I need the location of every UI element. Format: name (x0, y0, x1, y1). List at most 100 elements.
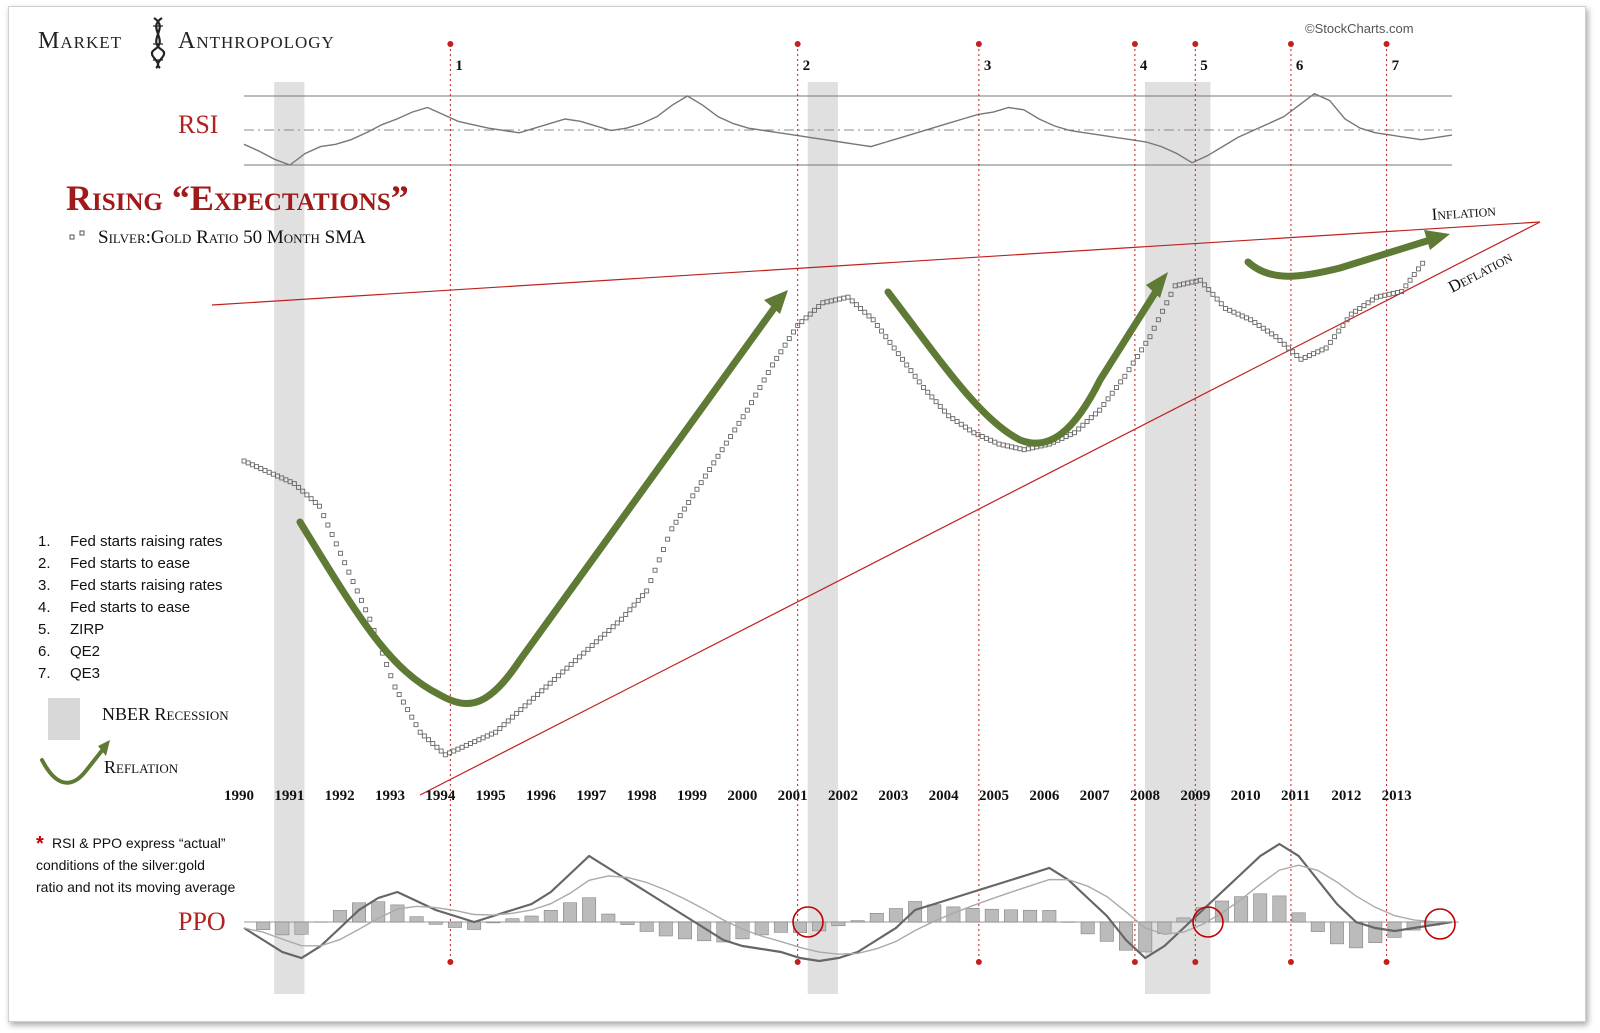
data-marker-220 (1164, 300, 1170, 306)
data-marker-250 (1290, 349, 1296, 355)
data-marker-237 (1235, 311, 1241, 317)
year-tick-2006: 2006 (1029, 788, 1060, 804)
ppo-bar-16 (543, 910, 558, 923)
data-marker-133 (799, 319, 805, 325)
year-tick-2010: 2010 (1231, 788, 1261, 804)
recession-bands (274, 82, 1211, 994)
year-tick-1995: 1995 (476, 788, 506, 804)
data-marker-214 (1139, 347, 1145, 353)
data-marker-171 (958, 421, 964, 427)
year-tick-2000: 2000 (727, 788, 757, 804)
chart-title: Rising “Expectations” (66, 178, 409, 218)
data-marker-46 (434, 744, 440, 750)
crossover-circle-1 (792, 906, 824, 938)
data-marker-231 (1210, 291, 1216, 297)
legend-text-6: QE2 (70, 643, 100, 660)
data-marker-71 (539, 688, 545, 694)
data-marker-277 (1403, 283, 1409, 289)
data-marker-151 (874, 322, 880, 328)
data-marker-243 (1260, 325, 1266, 331)
ppo-bar-20 (620, 921, 635, 925)
ppo-bar-44 (1080, 921, 1095, 935)
data-marker-55 (472, 739, 478, 745)
data-marker-78 (568, 661, 574, 667)
data-marker-80 (577, 654, 583, 660)
ppo-bar-28 (773, 921, 788, 933)
data-marker-184 (1013, 445, 1019, 451)
data-marker-79 (572, 658, 578, 664)
data-marker-127 (774, 355, 780, 361)
data-marker-59 (489, 731, 494, 737)
data-marker-45 (430, 741, 436, 746)
reflation-legend-arrowhead (98, 740, 110, 756)
reflation-arrow-2 (884, 281, 1164, 447)
data-marker-121 (749, 400, 754, 406)
data-marker-261 (1336, 328, 1342, 334)
ppo-bar-13 (486, 921, 501, 924)
data-marker-93 (631, 602, 637, 608)
ppo-crossover-circles (792, 906, 1456, 940)
data-marker-109 (698, 480, 704, 486)
data-marker-273 (1386, 291, 1392, 297)
data-marker-36 (392, 684, 398, 690)
data-marker-57 (480, 735, 486, 741)
data-marker-129 (782, 342, 788, 348)
data-marker-198 (1072, 430, 1077, 436)
data-marker-39 (405, 707, 411, 713)
event-lines: 1 2 3 4 5 6 7 (447, 41, 1400, 965)
ppo-bar-38 (965, 908, 980, 923)
data-marker-95 (640, 593, 645, 599)
data-marker-202 (1088, 415, 1094, 421)
data-marker-251 (1294, 353, 1300, 358)
event-dot-top-1 (447, 41, 454, 47)
data-marker-118 (736, 420, 742, 426)
data-marker-74 (551, 677, 557, 682)
ppo-signal-line (243, 864, 1453, 955)
data-marker-12 (291, 481, 297, 487)
year-axis: 1990 1991 1992 1993 1994 1995 1996 1997 1998 1999… (224, 788, 1412, 804)
data-marker-154 (887, 339, 893, 345)
data-marker-201 (1084, 419, 1090, 424)
data-marker-106 (686, 499, 692, 505)
data-marker-13 (296, 484, 301, 490)
year-tick-1996: 1996 (526, 788, 557, 804)
data-marker-262 (1340, 322, 1346, 328)
data-marker-124 (761, 377, 767, 383)
rsi-label: RSI (178, 110, 218, 139)
data-marker-14 (300, 488, 306, 494)
data-marker-172 (962, 424, 968, 430)
data-marker-179 (992, 439, 998, 445)
ppo-bar-27 (754, 921, 769, 936)
ppo-bar-46 (1119, 921, 1133, 951)
data-marker-228 (1197, 277, 1203, 283)
arrowhead-3 (1424, 230, 1450, 250)
year-tick-2004: 2004 (929, 788, 960, 804)
data-marker-73 (547, 680, 553, 686)
ppo-bar-52 (1234, 896, 1249, 923)
legend-num-7: 7. (38, 665, 51, 682)
legend-num-6: 6. (38, 643, 51, 660)
data-marker-259 (1327, 339, 1333, 345)
data-marker-29 (363, 607, 369, 613)
data-marker-182 (1004, 443, 1010, 449)
data-marker-221 (1168, 291, 1174, 297)
data-marker-83 (589, 643, 595, 649)
data-marker-240 (1248, 317, 1254, 323)
data-marker-3 (254, 464, 260, 470)
ppo-bar-55 (1291, 912, 1306, 923)
ppo-bar-51 (1214, 900, 1229, 923)
data-marker-35 (388, 673, 394, 679)
ppo-bar-8 (390, 904, 405, 923)
source-credit: ©StockCharts.com (1305, 21, 1414, 36)
data-marker-162 (921, 385, 926, 390)
data-marker-255 (1311, 351, 1317, 357)
data-marker-17 (312, 499, 318, 505)
legend-text-4: Fed starts to ease (70, 599, 190, 616)
data-marker-210 (1122, 373, 1128, 379)
ppo-bar-42 (1042, 910, 1057, 923)
data-marker-219 (1160, 308, 1166, 314)
data-marker-15 (304, 492, 310, 498)
data-marker-152 (879, 328, 885, 334)
data-marker-234 (1223, 306, 1228, 311)
data-marker-100 (660, 547, 666, 552)
